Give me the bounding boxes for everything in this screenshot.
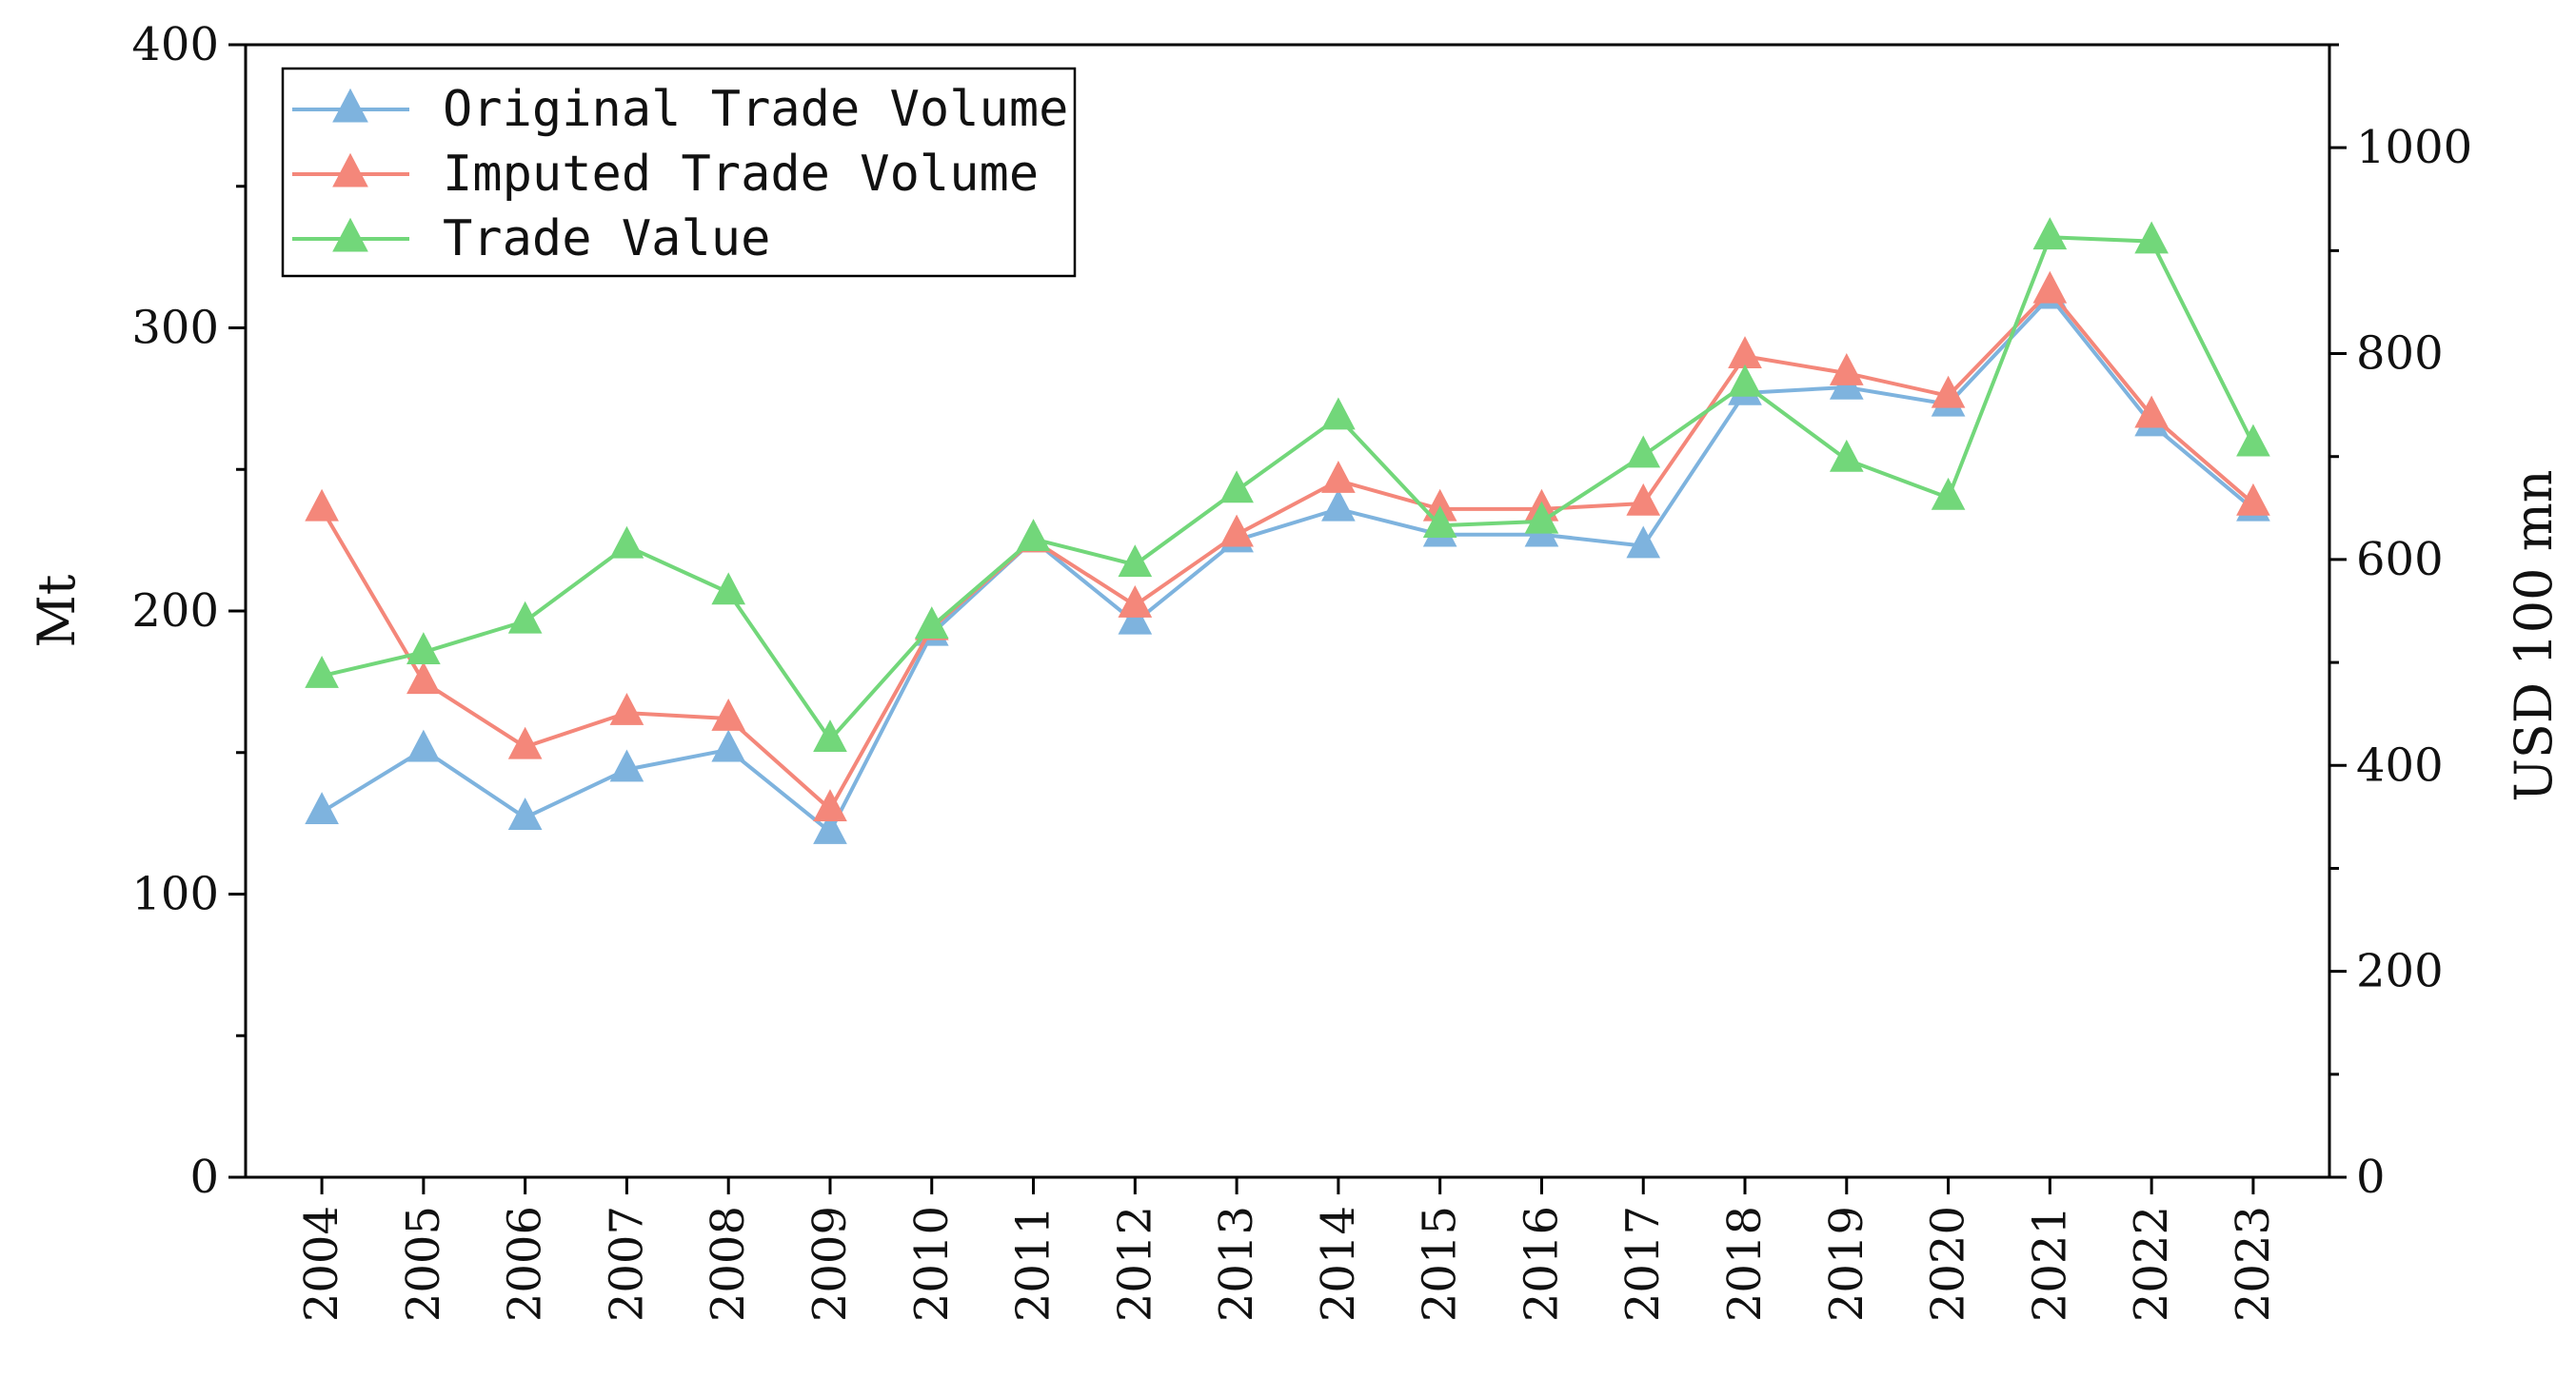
series-line-imputed-trade-volume: [320, 287, 2255, 813]
x-axis-tick-label: 2010: [905, 1206, 959, 1322]
series-line-trade-value: [321, 235, 2255, 743]
data-point-trade-value: [406, 632, 441, 665]
legend-marker-imputed-trade-volume: [332, 152, 368, 187]
data-point-trade-value: [507, 601, 543, 634]
x-axis-tick-label: 2020: [1922, 1206, 1975, 1322]
data-point-imputed-trade-volume: [1118, 584, 1153, 618]
x-axis-tick-label: 2021: [2023, 1206, 2076, 1322]
data-point-imputed-trade-volume: [1626, 483, 1661, 516]
legend-box: [281, 67, 1077, 278]
data-point-imputed-trade-volume: [2134, 395, 2169, 428]
left-axis-tick-label: 200: [131, 584, 219, 638]
x-axis-tick-label: 2013: [1210, 1206, 1263, 1322]
data-point-imputed-trade-volume: [609, 693, 644, 725]
data-point-trade-value: [1219, 470, 1254, 503]
right-axis-tick-label: 1000: [2356, 121, 2472, 174]
x-axis-tick-label: 2008: [702, 1206, 755, 1322]
data-point-trade-value: [914, 606, 949, 640]
data-point-trade-value: [305, 656, 339, 688]
x-axis-tick-label: 2009: [803, 1206, 857, 1322]
legend-marker-trade-value: [332, 217, 368, 252]
right-axis-tick-label: 800: [2356, 327, 2444, 381]
x-axis-tick-label: 2016: [1515, 1206, 1568, 1322]
data-point-original-trade-volume: [813, 811, 847, 844]
x-axis-tick-label: 2018: [1718, 1206, 1772, 1322]
data-point-trade-value: [1118, 544, 1153, 578]
x-axis-tick-label: 2005: [397, 1206, 450, 1322]
x-axis-tick-label: 2014: [1312, 1206, 1365, 1322]
data-point-original-trade-volume: [1626, 525, 1661, 559]
data-point-trade-value: [2134, 221, 2169, 254]
data-point-imputed-trade-volume: [406, 661, 441, 695]
data-point-imputed-trade-volume: [1219, 514, 1254, 547]
data-point-imputed-trade-volume: [813, 789, 847, 822]
data-point-original-trade-volume: [507, 798, 543, 830]
data-point-imputed-trade-volume: [1931, 375, 1966, 408]
data-point-trade-value: [1728, 364, 1762, 397]
data-point-trade-value: [1016, 519, 1051, 552]
x-axis-tick-label: 2012: [1108, 1206, 1161, 1322]
data-point-trade-value: [2236, 424, 2270, 457]
x-axis-tick-label: 2006: [499, 1206, 552, 1322]
data-point-trade-value: [1626, 435, 1661, 468]
legend-label-original-trade-volume: Original Trade Volume: [443, 81, 1068, 138]
data-point-imputed-trade-volume: [2236, 483, 2270, 516]
right-axis-tick-label: 600: [2356, 533, 2444, 586]
right-axis-tick-label: 400: [2356, 739, 2444, 792]
x-axis-tick-label: 2023: [2227, 1206, 2280, 1322]
data-point-trade-value: [1422, 505, 1457, 538]
data-point-trade-value: [2032, 217, 2068, 250]
data-point-original-trade-volume: [1321, 488, 1356, 522]
data-point-trade-value: [711, 572, 746, 605]
series-line-original-trade-volume: [321, 293, 2255, 836]
right-axis-title: USD 100 mn: [2504, 469, 2564, 801]
left-axis-tick-label: 400: [131, 18, 219, 71]
data-point-original-trade-volume: [711, 729, 746, 762]
data-point-imputed-trade-volume: [711, 698, 746, 731]
x-axis-tick-label: 2017: [1616, 1206, 1670, 1322]
x-axis-tick-label: 2015: [1414, 1206, 1467, 1322]
x-axis-tick-label: 2022: [2125, 1206, 2178, 1322]
data-point-trade-value: [1524, 501, 1559, 534]
data-point-trade-value: [813, 719, 847, 753]
left-axis-tick-label: 0: [189, 1151, 219, 1204]
x-axis-tick-label: 2007: [600, 1206, 653, 1322]
x-axis-tick-label: 2019: [1820, 1206, 1873, 1322]
data-point-original-trade-volume: [406, 729, 441, 762]
left-axis-tick-label: 100: [131, 868, 219, 921]
x-axis-tick-label: 2004: [295, 1206, 348, 1322]
data-point-trade-value: [1321, 397, 1356, 430]
legend-marker-original-trade-volume: [332, 88, 368, 123]
data-point-trade-value: [1829, 439, 1864, 472]
data-point-original-trade-volume: [1118, 601, 1153, 635]
legend-label-imputed-trade-volume: Imputed Trade Volume: [443, 146, 1039, 203]
data-point-imputed-trade-volume: [1829, 353, 1864, 385]
data-point-trade-value: [1931, 477, 1966, 510]
left-axis-title: Mt: [27, 574, 87, 647]
data-point-imputed-trade-volume: [507, 726, 543, 759]
data-point-imputed-trade-volume: [1728, 336, 1762, 369]
data-point-imputed-trade-volume: [2032, 270, 2068, 304]
left-axis-tick-label: 300: [131, 302, 219, 355]
data-point-imputed-trade-volume: [1321, 461, 1356, 493]
data-point-imputed-trade-volume: [305, 488, 339, 522]
right-axis-tick-label: 0: [2356, 1151, 2386, 1204]
data-point-original-trade-volume: [609, 749, 644, 782]
right-axis-tick-label: 200: [2356, 945, 2444, 998]
x-axis-tick-label: 2011: [1007, 1206, 1060, 1322]
legend-label-trade-value: Trade Value: [443, 210, 770, 267]
data-point-trade-value: [609, 525, 644, 559]
data-point-original-trade-volume: [305, 792, 339, 824]
